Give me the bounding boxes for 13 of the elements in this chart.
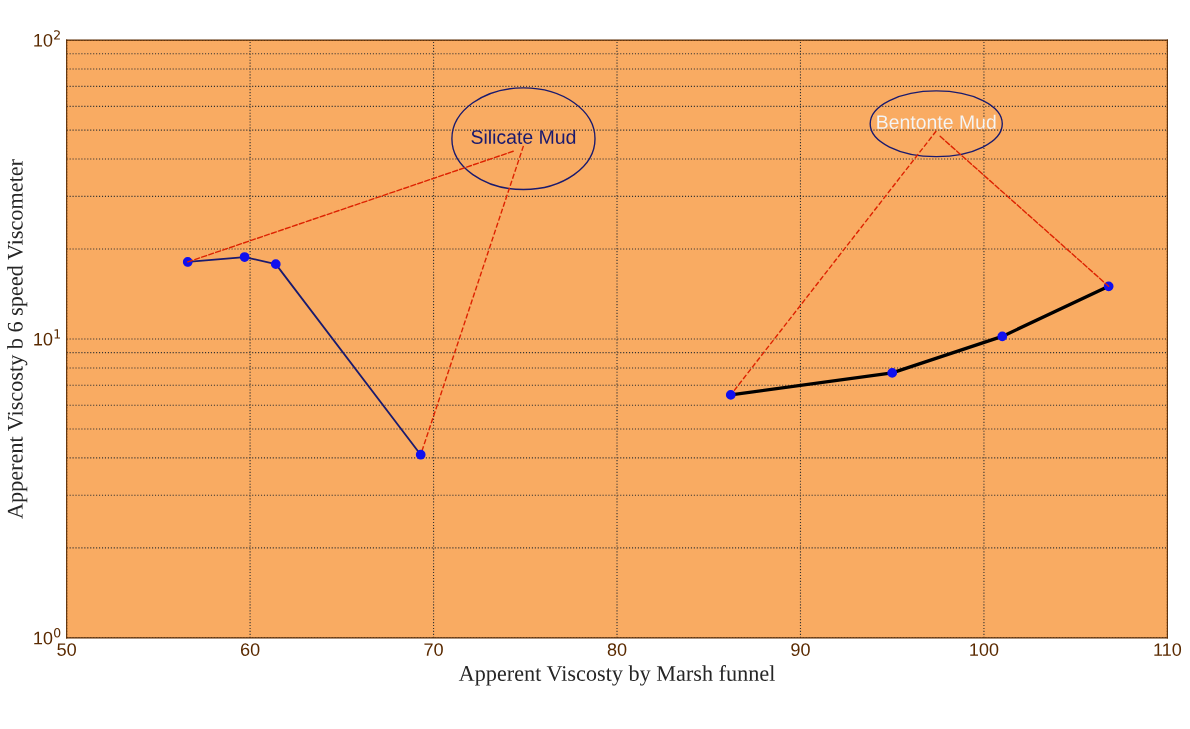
y-axis-title: Apperent Viscosty b 6 speed Viscometer: [7, 159, 28, 519]
x-tick-label: 70: [424, 643, 443, 656]
y-tick-label: 10$^{2}$: [34, 30, 60, 47]
x-tick-label: 60: [240, 643, 260, 656]
x-axis-title: Apperent Viscosty by Marsh funnel: [458, 665, 775, 686]
y-tick-label: 10$^{1}$: [34, 329, 61, 346]
x-tick-label: 80: [607, 643, 627, 656]
x-tick-label: 90: [791, 643, 810, 656]
x-tick-label: 110: [1154, 643, 1182, 656]
annotation: Silicate Mud: [471, 129, 576, 144]
x-tick-label: 100: [970, 643, 999, 656]
annotation: Bentonte Mud: [877, 114, 996, 129]
x-tick-label: 50: [57, 643, 76, 656]
